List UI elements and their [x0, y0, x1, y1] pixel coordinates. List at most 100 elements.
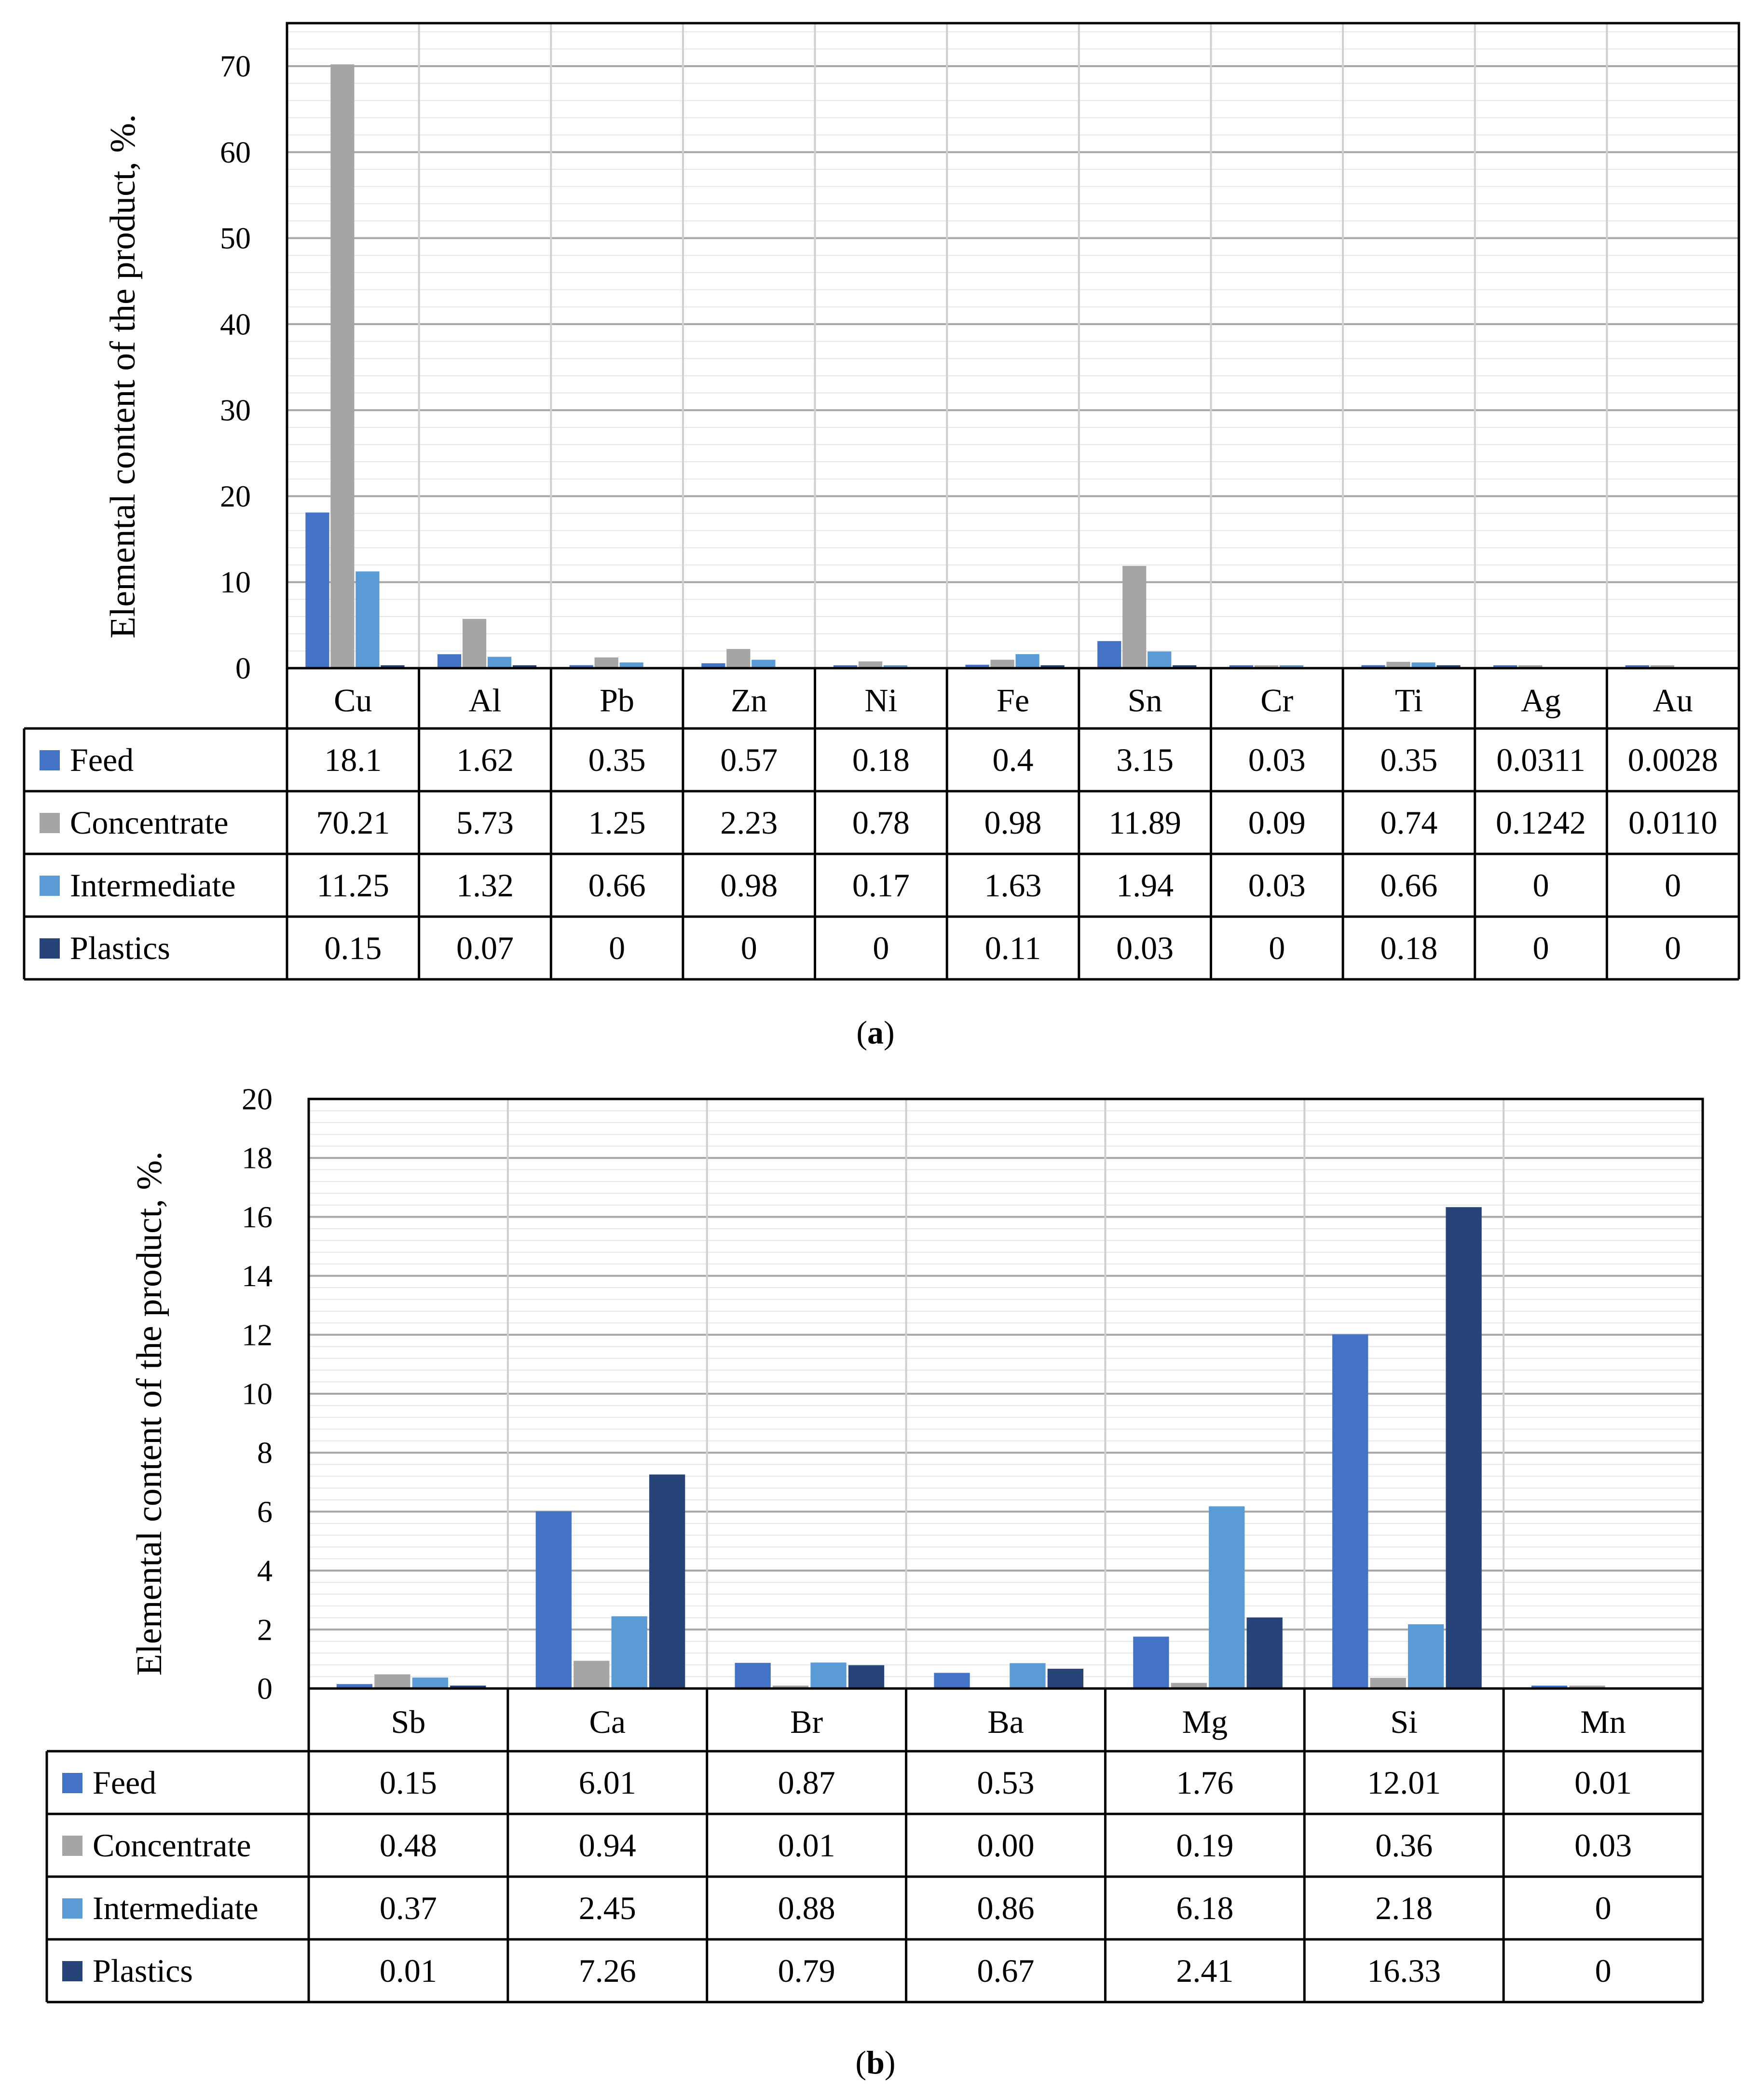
data-value: 0.4 — [993, 741, 1034, 778]
data-value: 0 — [1595, 1952, 1612, 1989]
y-tick-label: 10 — [242, 1377, 273, 1411]
data-value: 0 — [609, 930, 625, 966]
category-label: Al — [468, 682, 501, 719]
legend-key-concentrate — [40, 813, 60, 833]
data-value: 0.18 — [1380, 930, 1437, 966]
bar-concentrate-ag — [1518, 665, 1543, 668]
bar-intermediate-mg — [1209, 1506, 1245, 1688]
series-name: Plastics — [93, 1952, 193, 1989]
data-value: 0.35 — [588, 741, 646, 778]
data-value: 0.03 — [1248, 867, 1306, 904]
category-label: Cr — [1260, 682, 1293, 719]
data-value: 0.01 — [380, 1952, 437, 1989]
data-value: 0.01 — [778, 1827, 835, 1864]
data-value: 1.62 — [456, 741, 514, 778]
data-value: 0 — [1533, 930, 1549, 966]
y-tick-label: 30 — [220, 393, 251, 427]
bar-intermediate-sb — [412, 1677, 448, 1688]
data-value: 0.66 — [588, 867, 646, 904]
category-label: Pb — [600, 682, 634, 719]
bar-intermediate-ba — [1010, 1663, 1046, 1688]
legend-key-intermediate — [62, 1898, 82, 1919]
bar-concentrate-mg — [1171, 1683, 1207, 1688]
plot-area-border — [307, 1098, 1704, 1690]
data-value: 0.48 — [380, 1827, 437, 1864]
category-label: Ag — [1521, 682, 1561, 719]
bar-feed-cu — [305, 512, 329, 668]
y-tick-label: 18 — [242, 1141, 273, 1175]
category-label: Cu — [334, 682, 372, 719]
data-value: 0.57 — [720, 741, 778, 778]
bar-concentrate-al — [462, 618, 487, 668]
bar-concentrate-ti — [1386, 661, 1410, 668]
bar-intermediate-ni — [883, 665, 908, 668]
bar-feed-zn — [701, 663, 725, 668]
data-value: 0.37 — [380, 1890, 437, 1926]
bar-concentrate-mn — [1569, 1686, 1605, 1688]
bar-plastics-ti — [1436, 665, 1461, 668]
data-value: 0.03 — [1116, 930, 1174, 966]
bar-plastics-fe — [1040, 665, 1065, 668]
bar-concentrate-sb — [374, 1674, 410, 1688]
y-tick-label: 14 — [242, 1259, 273, 1293]
category-label: Ba — [987, 1703, 1024, 1740]
data-value: 0.35 — [1380, 741, 1437, 778]
data-value: 0 — [741, 930, 757, 966]
bar-intermediate-si — [1408, 1624, 1444, 1688]
data-value: 18.1 — [324, 741, 382, 778]
legend-key-concentrate — [62, 1836, 82, 1856]
bar-plastics-sb — [450, 1686, 486, 1688]
bar-feed-ag — [1493, 665, 1517, 668]
category-label: Br — [790, 1703, 823, 1740]
bar-concentrate-pb — [594, 657, 618, 668]
y-tick-label: 2 — [257, 1612, 273, 1647]
bar-plastics-mg — [1246, 1617, 1283, 1688]
chart-b: 0 2 4 6 8 10 12 14 16 18 20 Elemental content of th… — [45, 1082, 1704, 2081]
bar-feed-ca — [535, 1511, 572, 1688]
bar-concentrate-sn — [1122, 566, 1147, 668]
series-name: Feed — [93, 1764, 156, 1801]
bar-intermediate-cu — [355, 571, 380, 668]
data-value: 5.73 — [456, 804, 514, 841]
bar-feed-si — [1332, 1334, 1368, 1688]
series-name: Intermediate — [93, 1890, 259, 1926]
data-value: 0 — [1665, 867, 1681, 904]
category-label: Zn — [731, 682, 767, 719]
bar-feed-sn — [1097, 641, 1121, 668]
bar-intermediate-ti — [1411, 662, 1435, 668]
legend-key-plastics — [62, 1961, 82, 1981]
bar-plastics-br — [848, 1665, 885, 1688]
data-value: 0.98 — [720, 867, 778, 904]
category-label: Sb — [391, 1703, 426, 1740]
data-value: 0.67 — [977, 1952, 1035, 1989]
bar-intermediate-br — [810, 1662, 847, 1688]
data-value: 0 — [873, 930, 889, 966]
category-label: Mn — [1580, 1703, 1626, 1740]
category-label: Fe — [997, 682, 1029, 719]
data-value: 0.03 — [1248, 741, 1306, 778]
data-value: 0.0110 — [1628, 804, 1717, 841]
data-value: 0 — [1269, 930, 1285, 966]
category-label: Si — [1390, 1703, 1418, 1740]
series-name: Concentrate — [93, 1827, 251, 1864]
data-value: 0 — [1533, 867, 1549, 904]
category-label: Au — [1653, 682, 1693, 719]
data-value: 0.07 — [456, 930, 514, 966]
subfigure-caption: (b) — [855, 2044, 895, 2081]
bar-concentrate-br — [772, 1686, 809, 1688]
data-value: 0.09 — [1248, 804, 1306, 841]
data-value: 11.89 — [1108, 804, 1181, 841]
bar-intermediate-zn — [752, 659, 776, 668]
bar-concentrate-fe — [990, 659, 1014, 668]
data-value: 1.63 — [984, 867, 1042, 904]
data-value: 2.45 — [579, 1890, 636, 1926]
bar-plastics-ca — [649, 1474, 685, 1688]
subfigure-caption: (a) — [856, 1014, 894, 1051]
bar-feed-al — [437, 654, 462, 668]
y-tick-label: 60 — [220, 135, 251, 169]
bar-plastics-al — [512, 665, 537, 668]
category-label: Ni — [864, 682, 897, 719]
series-name: Feed — [70, 741, 134, 778]
data-value: 11.25 — [317, 867, 389, 904]
legend-key-plastics — [40, 938, 60, 959]
